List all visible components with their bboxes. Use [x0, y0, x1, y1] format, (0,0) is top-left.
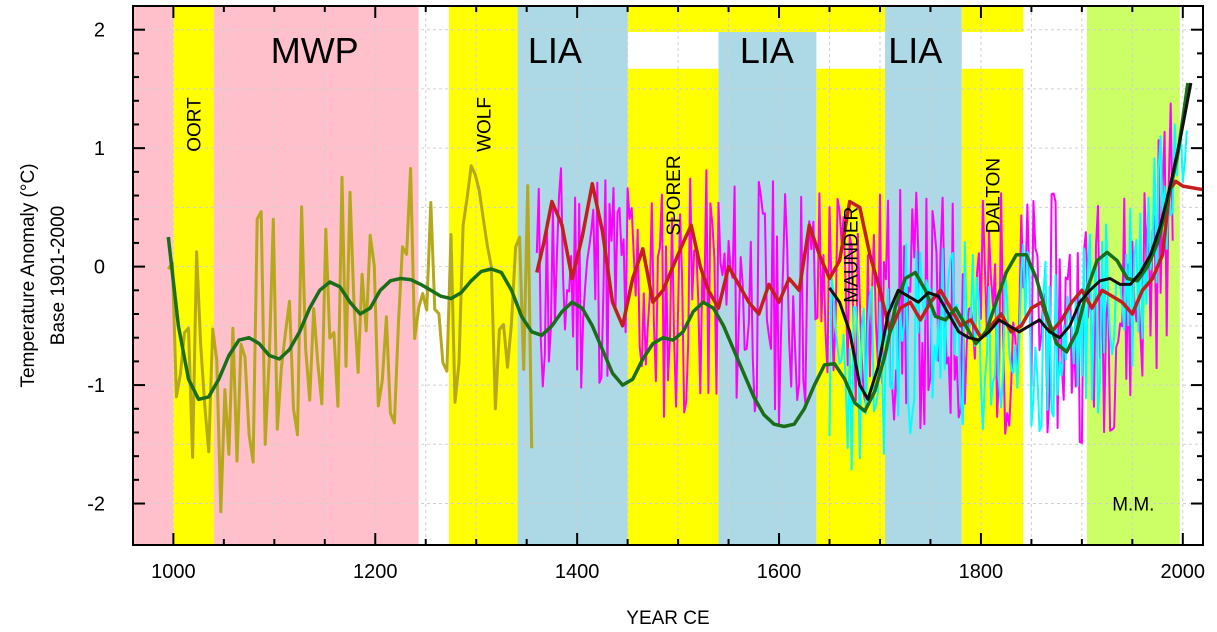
period-band — [133, 6, 174, 545]
period-label: LIA — [740, 30, 794, 71]
y-tick-label: 2 — [94, 20, 105, 42]
x-tick-label: 2000 — [1161, 561, 1206, 583]
period-label: OORT — [185, 97, 206, 152]
top-strip — [627, 6, 817, 33]
period-label: LIA — [888, 30, 942, 71]
series-line-6 — [828, 82, 1193, 401]
y-tick-label: -2 — [87, 494, 105, 516]
series-line-2 — [535, 102, 1174, 444]
y-axis-title: Temperature Anomaly (°C) — [18, 163, 39, 387]
plot-frame — [132, 5, 1204, 546]
data-series — [166, 82, 1203, 514]
y-axis-subtitle: Base 1901-2000 — [48, 206, 69, 345]
period-labels: OORT MWP WOLF LIA SPORER LIA MAUNDER LIA DALTON M… — [185, 30, 1155, 516]
x-tick-label: 1800 — [959, 561, 1004, 583]
series-line-4 — [535, 179, 1203, 340]
period-label: MWP — [271, 30, 359, 71]
period-band — [448, 6, 518, 545]
top-strip — [816, 6, 886, 33]
x-tick-label: 1400 — [555, 561, 600, 583]
series-line-1 — [167, 164, 534, 514]
period-band — [213, 6, 419, 545]
period-label: WOLF — [474, 97, 495, 152]
period-label: DALTON — [984, 158, 1005, 233]
x-tick-label: 1600 — [757, 561, 802, 583]
period-label: LIA — [528, 30, 582, 71]
series-line-5 — [166, 82, 1190, 429]
period-band — [173, 6, 214, 545]
period-label: MAUNDER — [842, 207, 863, 303]
y-tick-label: -1 — [87, 375, 105, 397]
top-strip — [961, 6, 1024, 33]
y-tick-label: 1 — [94, 138, 105, 160]
period-band — [885, 6, 962, 545]
period-label: M.M. — [1112, 495, 1154, 516]
axes: 1000 1200 1400 1600 1800 2000 -2 -1 0 1 2 — [87, 5, 1206, 583]
x-tick-label: 1200 — [353, 561, 398, 583]
period-label: SPORER — [664, 155, 685, 235]
x-tick-label: 1000 — [151, 561, 196, 583]
x-axis-title: YEAR CE — [626, 608, 709, 629]
y-tick-label: 0 — [94, 257, 105, 279]
